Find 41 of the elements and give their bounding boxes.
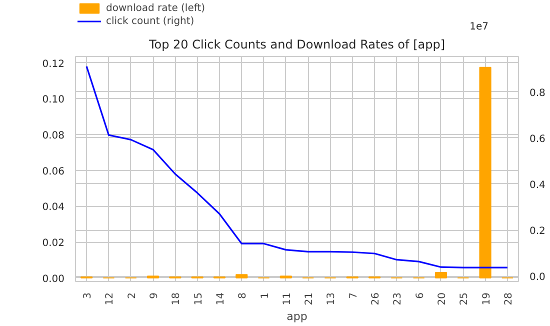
y2-tick-label: 0.2 (530, 226, 546, 237)
x-tick-label: 8 (238, 292, 249, 299)
bar (479, 66, 492, 278)
x-tick-label: 15 (193, 292, 204, 306)
x-tick-label: 7 (348, 292, 360, 299)
x-tick-label: 13 (326, 292, 338, 306)
y-tick-label: 0.06 (42, 166, 64, 178)
y2-tick-label: 0.4 (530, 180, 546, 191)
x-tick-label: 11 (282, 292, 293, 306)
x-tick-label: 21 (304, 292, 316, 306)
y-tick-label: 0.04 (42, 202, 64, 214)
x-tick-label: 28 (503, 292, 514, 306)
y2-tick-label: 0.0 (530, 272, 546, 284)
x-tick-label: 20 (436, 292, 448, 306)
x-tick-label: 18 (171, 292, 182, 306)
x-axis-title: app (286, 310, 308, 324)
x-tick-label: 6 (414, 292, 426, 299)
y-tick-label: 0.08 (42, 130, 64, 142)
y-tick-label: 0.00 (42, 274, 64, 285)
legend-label: click count (right) (106, 15, 194, 27)
y2-tick-label: 0.6 (530, 134, 546, 145)
y-tick-label: 0.10 (42, 94, 64, 106)
x-tick-label: 25 (459, 292, 470, 306)
x-tick-label: 12 (104, 292, 116, 306)
x-tick-label: 26 (370, 292, 382, 306)
y-tick-label: 0.02 (42, 238, 64, 250)
x-tick-label: 3 (82, 292, 94, 299)
bar (434, 272, 448, 278)
x-tick-label: 19 (481, 292, 492, 306)
x-tick-label: 2 (126, 292, 138, 299)
line-series (86, 66, 508, 268)
x-tick-label: 23 (392, 292, 404, 306)
y-tick-label: 0.12 (42, 58, 64, 70)
bar (236, 274, 248, 278)
x-tick-label: 1 (260, 292, 271, 299)
x-tick-label: 14 (215, 292, 226, 306)
text: 1e7 (470, 22, 489, 32)
x-tick-label: 9 (149, 292, 160, 299)
chart-title: Top 20 Click Counts and Download Rates of [app] (148, 38, 446, 52)
legend-label: download rate (left) (106, 2, 206, 14)
y2-tick-label: 0.8 (530, 88, 546, 99)
